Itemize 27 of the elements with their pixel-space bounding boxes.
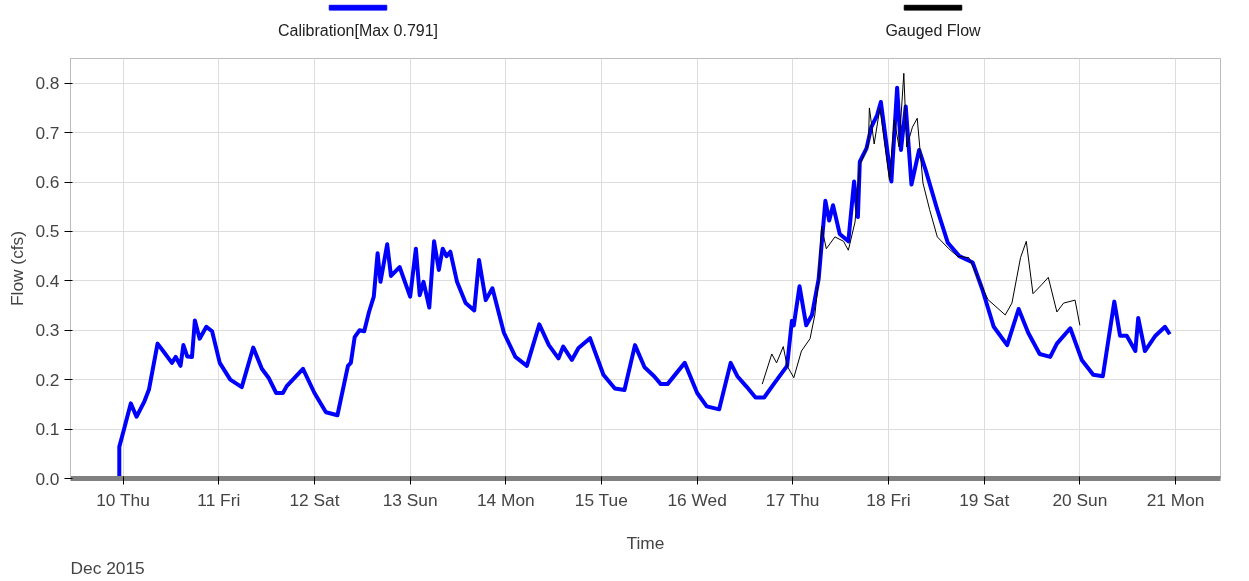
x-tick-label: 17 Thu <box>765 489 820 510</box>
legend-label: Gauged Flow <box>885 22 982 40</box>
y-tick-label: 0.6 <box>35 172 60 193</box>
x-tick-label: 14 Mon <box>476 489 535 510</box>
x-tick-label: 13 Sun <box>382 489 438 510</box>
y-tick-label: 0.8 <box>35 73 60 94</box>
x-axis-title: Time <box>626 532 665 553</box>
text: Dec 2015 <box>70 557 145 578</box>
x-tick-label: 10 Thu <box>96 489 150 510</box>
x-tick-label: 21 Mon <box>1146 489 1205 510</box>
legend-label: Calibration[Max 0.791] <box>277 22 439 40</box>
x-tick-label: 16 Wed <box>667 489 727 510</box>
x-tick-label: 20 Sun <box>1052 489 1108 510</box>
x-tick-label: 18 Fri <box>866 489 911 510</box>
x-tick-label: 19 Sat <box>959 489 1010 510</box>
x-tick-label: 11 Fri <box>197 489 241 510</box>
y-tick-label: 0.1 <box>35 419 60 440</box>
y-tick-label: 0.0 <box>35 468 60 489</box>
y-axis-title: Flow (cfs) <box>7 230 28 307</box>
y-tick-label: 0.3 <box>35 320 60 341</box>
x-tick-label: 12 Sat <box>289 489 340 510</box>
y-tick-label: 0.7 <box>35 122 60 143</box>
y-tick-label: 0.5 <box>35 221 60 242</box>
y-tick-label: 0.2 <box>35 369 60 390</box>
line-series <box>761 72 1081 385</box>
x-tick-label: 15 Tue <box>574 489 628 510</box>
y-tick-label: 0.4 <box>35 270 60 291</box>
